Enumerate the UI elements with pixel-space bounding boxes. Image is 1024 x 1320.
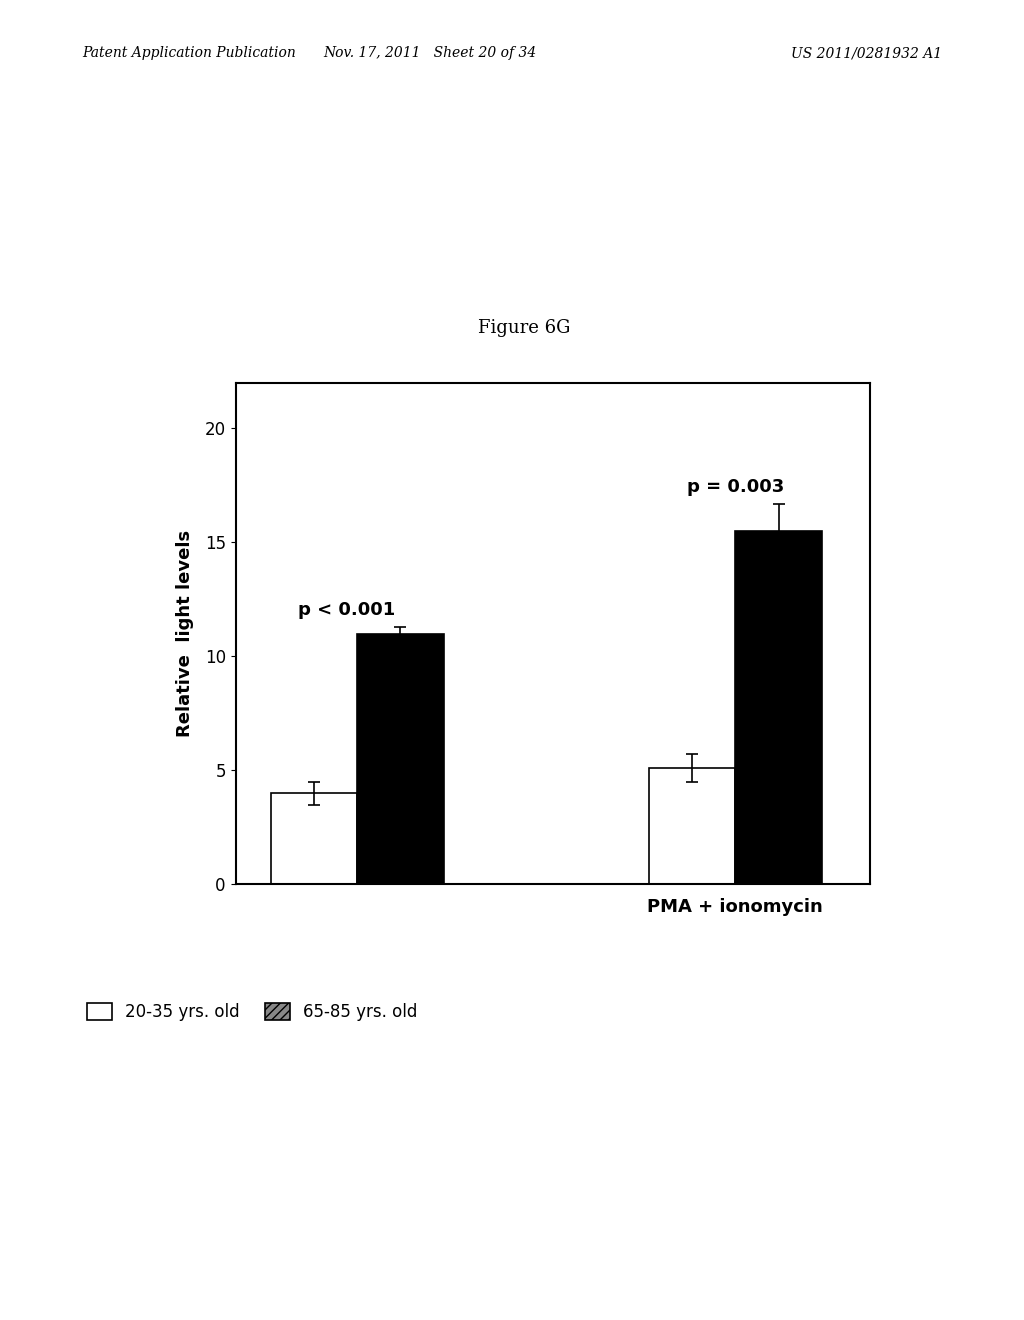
Legend: 20-35 yrs. old, 65-85 yrs. old: 20-35 yrs. old, 65-85 yrs. old — [80, 997, 424, 1028]
Bar — [649, 768, 735, 884]
Text: US 2011/0281932 A1: US 2011/0281932 A1 — [791, 46, 942, 61]
Text: p < 0.001: p < 0.001 — [298, 602, 395, 619]
Bar — [357, 634, 443, 884]
Text: p = 0.003: p = 0.003 — [687, 478, 784, 496]
Bar — [735, 531, 822, 884]
Y-axis label: Relative  light levels: Relative light levels — [175, 531, 194, 737]
Bar — [270, 793, 357, 884]
Text: Figure 6G: Figure 6G — [478, 318, 570, 337]
Text: Nov. 17, 2011   Sheet 20 of 34: Nov. 17, 2011 Sheet 20 of 34 — [324, 46, 537, 61]
Text: Patent Application Publication: Patent Application Publication — [82, 46, 296, 61]
